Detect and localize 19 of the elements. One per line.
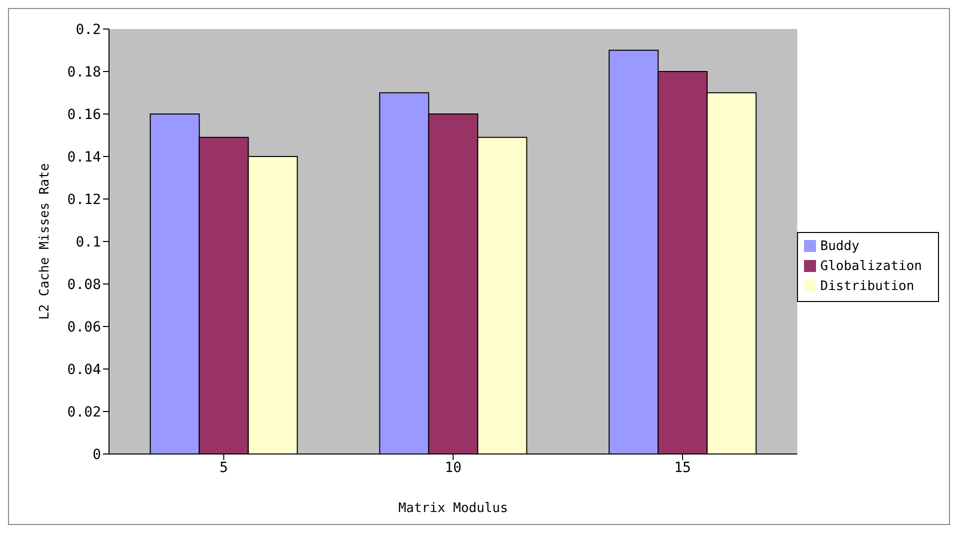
y-tick-label: 0.2	[76, 22, 101, 38]
y-tick-label: 0.06	[67, 319, 101, 336]
y-tick-label: 0.18	[67, 64, 101, 80]
y-tick-label: 0.14	[67, 149, 101, 166]
legend-label: Buddy	[820, 238, 860, 254]
legend-label: Globalization	[820, 258, 922, 274]
y-tick-label: 0.04	[67, 362, 101, 378]
y-axis-title: L2 Cache Misses Rate	[38, 163, 53, 320]
y-tick-label: 0	[92, 446, 101, 463]
y-tick-label: 0.02	[67, 404, 101, 420]
y-tick-label: 0.1	[76, 234, 101, 250]
x-tick-label: 5	[219, 460, 228, 476]
x-tick-label: 10	[444, 460, 462, 476]
y-tick-label: 0.08	[67, 276, 101, 293]
legend-label: Distribution	[820, 278, 914, 294]
x-tick-label: 15	[674, 460, 691, 476]
y-tick-label: 0.12	[67, 192, 101, 208]
x-axis-title: Matrix Modulus	[398, 501, 508, 516]
y-tick-label: 0.16	[67, 106, 101, 123]
